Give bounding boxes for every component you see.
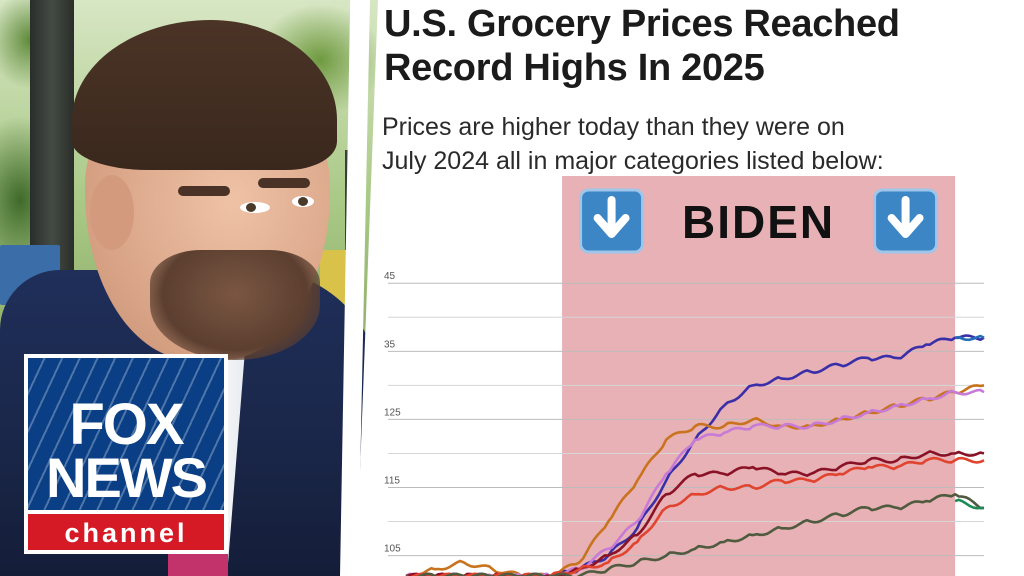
down-arrow-emoji-icon bbox=[593, 196, 630, 238]
title-line: U.S. Grocery Prices Reached bbox=[384, 3, 900, 45]
beard bbox=[150, 250, 320, 360]
eye bbox=[292, 196, 314, 207]
logo-news-text: NEWS bbox=[46, 446, 208, 509]
title-line: Record Highs In 2025 bbox=[384, 47, 765, 89]
fox-news-logo: FOX NEWS channel bbox=[24, 354, 228, 554]
price-line-chart: 105 115 125 35 45 BIDEN bbox=[384, 176, 985, 576]
logo-blue-field: FOX NEWS bbox=[28, 358, 224, 510]
eye bbox=[240, 202, 270, 213]
eyebrow bbox=[178, 186, 230, 196]
logo-fox-text: FOX bbox=[69, 392, 184, 457]
series-line bbox=[954, 334, 985, 342]
down-arrow-emoji-icon bbox=[887, 196, 924, 238]
infographic-title: U.S. Grocery Prices Reached Record Highs… bbox=[384, 2, 1004, 90]
y-tick-label: 105 bbox=[384, 544, 401, 555]
eyebrow bbox=[258, 178, 310, 188]
subtitle-line: July 2024 all in major categories listed… bbox=[382, 147, 884, 175]
series-line bbox=[406, 493, 985, 576]
series-line bbox=[405, 388, 985, 576]
y-tick-label: 125 bbox=[384, 407, 401, 418]
y-tick-label: 45 bbox=[384, 271, 396, 282]
logo-channel-text: channel bbox=[64, 518, 188, 548]
logo-channel-bar: channel bbox=[28, 514, 224, 550]
infographic-subtitle: Prices are higher today than they were o… bbox=[382, 110, 1002, 178]
logo-searchlight-beams bbox=[28, 358, 224, 510]
y-tick-label: 115 bbox=[384, 475, 400, 486]
ear bbox=[90, 175, 134, 250]
subtitle-line: Prices are higher today than they were o… bbox=[382, 113, 845, 141]
series-line bbox=[954, 498, 984, 510]
y-tick-label: 35 bbox=[384, 339, 396, 350]
biden-annotation: BIDEN bbox=[682, 196, 835, 248]
